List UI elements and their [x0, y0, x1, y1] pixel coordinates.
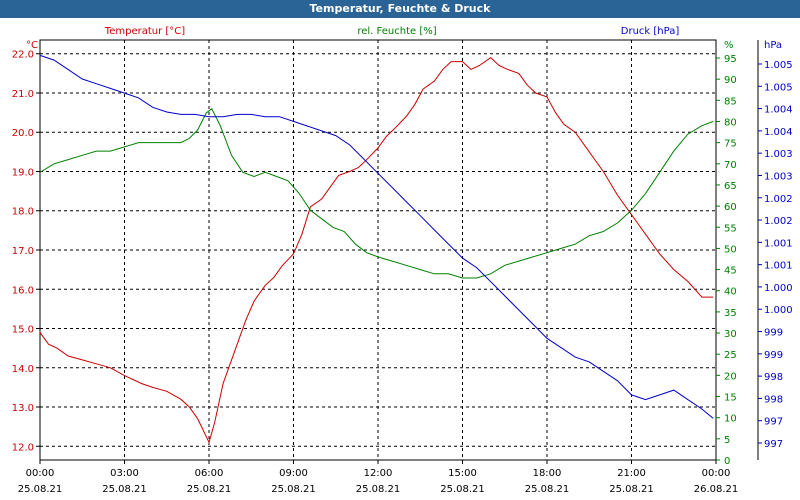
series-line-temperature	[39, 57, 714, 444]
chart-title: Temperatur, Feuchte & Druck	[309, 2, 491, 15]
y-tick-label-temperature: 16.0	[12, 285, 34, 296]
y-tick-label-pressure: 1.003	[764, 171, 793, 182]
y-tick-label-pressure: 1.001	[764, 238, 793, 249]
y-tick-label-pressure: 1.000	[764, 283, 793, 294]
y-tick-label-humidity: 0	[724, 456, 730, 467]
y-tick-label-humidity: 85	[724, 96, 737, 107]
x-tick-label-date: 25.08.21	[187, 484, 232, 495]
x-tick-label-time: 09:00	[279, 468, 308, 479]
y-tick-label-pressure: 1.002	[764, 194, 793, 205]
x-tick-label-time: 00:00	[26, 468, 55, 479]
y-tick-label-pressure: 1.005	[764, 82, 793, 93]
x-tick-label-time: 15:00	[448, 468, 477, 479]
y-tick-label-pressure: 1.004	[764, 127, 793, 138]
y-tick-label-pressure: 1.003	[764, 149, 793, 160]
y-tick-label-pressure: 998	[764, 394, 783, 405]
y-tick-label-humidity: 30	[724, 329, 737, 340]
y-tick-label-humidity: 90	[724, 75, 737, 86]
y-tick-label-temperature: 13.0	[12, 403, 34, 414]
y-tick-label-temperature: 18.0	[12, 207, 34, 218]
y-tick-label-humidity: 65	[724, 181, 737, 192]
axis-label-temperature: Temperatur [°C]	[104, 26, 185, 37]
y-tick-label-humidity: 20	[724, 371, 737, 382]
x-tick-label-date: 25.08.21	[440, 484, 485, 495]
x-tick-label-date: 25.08.21	[102, 484, 147, 495]
x-tick-label-time: 06:00	[195, 468, 224, 479]
y-tick-label-pressure: 1.004	[764, 105, 793, 116]
y-tick-label-humidity: 10	[724, 414, 737, 425]
y-tick-label-humidity: 25	[724, 350, 737, 361]
y-tick-label-pressure: 999	[764, 328, 783, 339]
y-tick-label-pressure: 1.002	[764, 216, 793, 227]
y-tick-label-temperature: 12.0	[12, 442, 34, 453]
axis-unit-temperature: °C	[26, 40, 38, 51]
y-tick-label-humidity: 80	[724, 117, 737, 128]
y-tick-label-temperature: 15.0	[12, 325, 34, 336]
series-line-humidity	[39, 108, 714, 279]
y-tick-label-pressure: hPa	[764, 40, 782, 51]
y-tick-label-temperature: 22.0	[12, 50, 34, 61]
y-tick-label-temperature: 21.0	[12, 89, 34, 100]
y-tick-label-humidity: 75	[724, 139, 737, 150]
y-tick-label-pressure: 997	[764, 417, 783, 428]
y-tick-label-pressure: 998	[764, 372, 783, 383]
y-tick-label-temperature: 14.0	[12, 364, 34, 375]
x-tick-label-time: 12:00	[364, 468, 393, 479]
y-tick-label-pressure: 1.000	[764, 305, 793, 316]
y-tick-label-humidity: 5	[724, 435, 730, 446]
y-tick-label-pressure: 1.005	[764, 60, 793, 71]
y-tick-label-humidity: 60	[724, 202, 737, 213]
x-tick-label-time: 21:00	[617, 468, 646, 479]
x-tick-label-time: 03:00	[110, 468, 139, 479]
series-line-pressure	[39, 54, 714, 419]
x-tick-label-time: 00:00	[702, 468, 731, 479]
y-tick-label-humidity: 95	[724, 54, 737, 65]
x-tick-label-date: 26.08.21	[694, 484, 739, 495]
x-tick-label-time: 18:00	[533, 468, 562, 479]
y-tick-label-humidity: 45	[724, 266, 737, 277]
y-tick-label-humidity: 55	[724, 223, 737, 234]
y-tick-label-temperature: 19.0	[12, 167, 34, 178]
x-tick-label-date: 25.08.21	[525, 484, 570, 495]
y-tick-label-humidity: 70	[724, 160, 737, 171]
y-tick-label-pressure: 997	[764, 439, 783, 450]
y-tick-label-humidity: 15	[724, 393, 737, 404]
x-tick-label-date: 25.08.21	[271, 484, 316, 495]
y-tick-label-temperature: 20.0	[12, 128, 34, 139]
x-tick-label-date: 25.08.21	[18, 484, 63, 495]
x-tick-label-date: 25.08.21	[356, 484, 401, 495]
y-tick-label-humidity: 40	[724, 287, 737, 298]
title-bar: Temperatur, Feuchte & Druck	[0, 0, 800, 18]
y-tick-label-humidity: %	[724, 40, 734, 51]
axis-label-pressure: Druck [hPa]	[621, 26, 680, 37]
axis-label-humidity: rel. Feuchte [%]	[357, 26, 436, 37]
y-tick-label-humidity: 50	[724, 244, 737, 255]
y-tick-label-humidity: 35	[724, 308, 737, 319]
x-tick-label-date: 25.08.21	[609, 484, 654, 495]
y-tick-label-pressure: 999	[764, 350, 783, 361]
y-tick-label-temperature: 17.0	[12, 246, 34, 257]
y-tick-label-pressure: 1.001	[764, 261, 793, 272]
